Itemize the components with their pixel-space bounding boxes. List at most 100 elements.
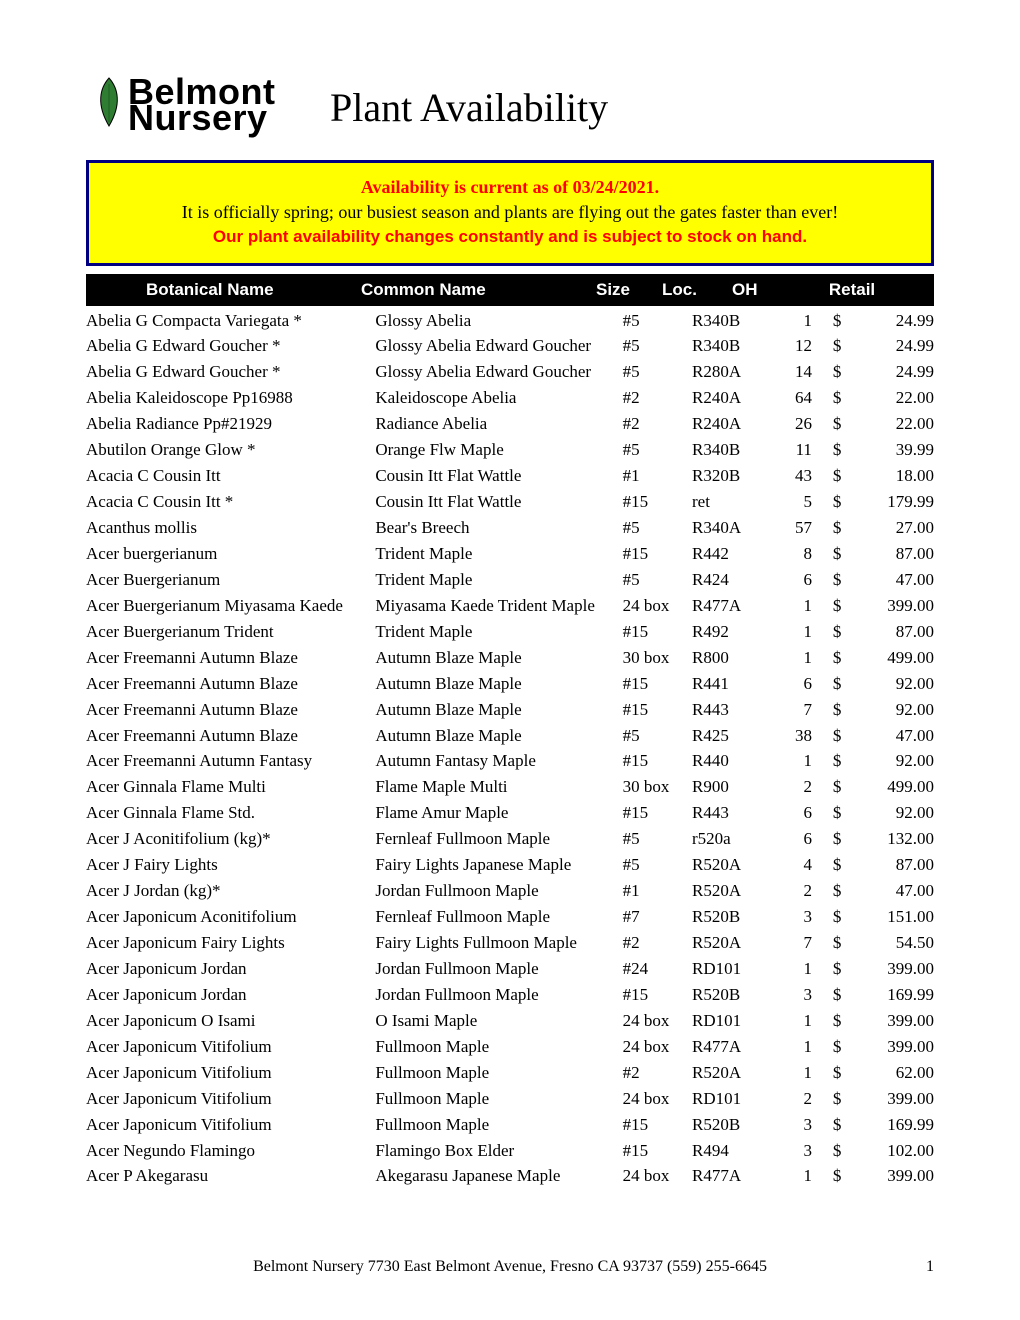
cell-currency: $ bbox=[812, 386, 841, 412]
cell-botanical: Abelia Kaleidoscope Pp16988 bbox=[86, 386, 375, 412]
cell-botanical: Acer Freemanni Autumn Blaze bbox=[86, 697, 375, 723]
cell-currency: $ bbox=[812, 541, 841, 567]
cell-loc: R424 bbox=[692, 567, 761, 593]
cell-size: #15 bbox=[623, 619, 692, 645]
cell-currency: $ bbox=[812, 516, 841, 542]
cell-currency: $ bbox=[812, 982, 841, 1008]
cell-oh: 11 bbox=[761, 438, 812, 464]
cell-retail: 132.00 bbox=[841, 827, 934, 853]
cell-oh: 6 bbox=[761, 827, 812, 853]
cell-size: 24 box bbox=[623, 1086, 692, 1112]
cell-oh: 5 bbox=[761, 490, 812, 516]
cell-common: Fullmoon Maple bbox=[375, 1112, 622, 1138]
cell-oh: 1 bbox=[761, 1164, 812, 1190]
cell-size: #15 bbox=[623, 982, 692, 1008]
cell-botanical: Abelia Radiance Pp#21929 bbox=[86, 412, 375, 438]
cell-currency: $ bbox=[812, 1138, 841, 1164]
cell-common: Jordan Fullmoon Maple bbox=[375, 956, 622, 982]
cell-loc: R520A bbox=[692, 931, 761, 957]
cell-currency: $ bbox=[812, 827, 841, 853]
cell-oh: 1 bbox=[761, 308, 812, 334]
col-loc: Loc. bbox=[662, 280, 728, 300]
cell-size: #5 bbox=[623, 723, 692, 749]
cell-oh: 1 bbox=[761, 1008, 812, 1034]
cell-retail: 92.00 bbox=[841, 801, 934, 827]
cell-common: Bear's Breech bbox=[375, 516, 622, 542]
cell-currency: $ bbox=[812, 308, 841, 334]
cell-oh: 6 bbox=[761, 567, 812, 593]
cell-currency: $ bbox=[812, 1034, 841, 1060]
cell-retail: 399.00 bbox=[841, 1034, 934, 1060]
cell-botanical: Acer Negundo Flamingo bbox=[86, 1138, 375, 1164]
col-retail: Retail bbox=[808, 280, 896, 300]
table-row: Abutilon Orange Glow *Orange Flw Maple#5… bbox=[86, 438, 934, 464]
cell-botanical: Acer J Fairy Lights bbox=[86, 853, 375, 879]
cell-size: #15 bbox=[623, 490, 692, 516]
table-row: Acer Freemanni Autumn BlazeAutumn Blaze … bbox=[86, 645, 934, 671]
cell-size: #5 bbox=[623, 567, 692, 593]
cell-common: Fullmoon Maple bbox=[375, 1034, 622, 1060]
cell-loc: R240A bbox=[692, 412, 761, 438]
cell-loc: R442 bbox=[692, 541, 761, 567]
cell-oh: 38 bbox=[761, 723, 812, 749]
cell-common: O Isami Maple bbox=[375, 1008, 622, 1034]
cell-loc: RD101 bbox=[692, 1008, 761, 1034]
table-row: Abelia G Edward Goucher *Glossy Abelia E… bbox=[86, 334, 934, 360]
table-row: Acer Buergerianum Miyasama KaedeMiyasama… bbox=[86, 593, 934, 619]
cell-size: #5 bbox=[623, 334, 692, 360]
cell-botanical: Acer Ginnala Flame Multi bbox=[86, 775, 375, 801]
cell-size: #15 bbox=[623, 749, 692, 775]
cell-retail: 54.50 bbox=[841, 931, 934, 957]
table-row: Acer J Aconitifolium (kg)*Fernleaf Fullm… bbox=[86, 827, 934, 853]
table-row: Acer BuergerianumTrident Maple#5R4246$47… bbox=[86, 567, 934, 593]
cell-currency: $ bbox=[812, 775, 841, 801]
cell-oh: 57 bbox=[761, 516, 812, 542]
cell-size: #15 bbox=[623, 697, 692, 723]
cell-botanical: Acer Japonicum Fairy Lights bbox=[86, 931, 375, 957]
cell-size: #5 bbox=[623, 516, 692, 542]
cell-retail: 169.99 bbox=[841, 1112, 934, 1138]
cell-retail: 399.00 bbox=[841, 1164, 934, 1190]
table-header: Botanical Name Common Name Size Loc. OH … bbox=[86, 274, 934, 306]
cell-size: #5 bbox=[623, 827, 692, 853]
cell-currency: $ bbox=[812, 1086, 841, 1112]
cell-common: Trident Maple bbox=[375, 567, 622, 593]
cell-common: Autumn Blaze Maple bbox=[375, 723, 622, 749]
table-row: Abelia Kaleidoscope Pp16988Kaleidoscope … bbox=[86, 386, 934, 412]
cell-currency: $ bbox=[812, 412, 841, 438]
cell-size: #2 bbox=[623, 412, 692, 438]
cell-retail: 179.99 bbox=[841, 490, 934, 516]
cell-currency: $ bbox=[812, 931, 841, 957]
cell-oh: 1 bbox=[761, 593, 812, 619]
cell-common: Flame Maple Multi bbox=[375, 775, 622, 801]
table-row: Acacia C Cousin IttCousin Itt Flat Wattl… bbox=[86, 464, 934, 490]
cell-loc: R280A bbox=[692, 360, 761, 386]
cell-common: Jordan Fullmoon Maple bbox=[375, 982, 622, 1008]
cell-common: Trident Maple bbox=[375, 541, 622, 567]
cell-common: Fernleaf Fullmoon Maple bbox=[375, 827, 622, 853]
cell-common: Glossy Abelia bbox=[375, 308, 622, 334]
cell-common: Autumn Fantasy Maple bbox=[375, 749, 622, 775]
table-row: Acer Japonicum VitifoliumFullmoon Maple2… bbox=[86, 1034, 934, 1060]
cell-oh: 3 bbox=[761, 905, 812, 931]
cell-oh: 1 bbox=[761, 1060, 812, 1086]
cell-size: 24 box bbox=[623, 1008, 692, 1034]
cell-currency: $ bbox=[812, 619, 841, 645]
cell-oh: 7 bbox=[761, 697, 812, 723]
cell-currency: $ bbox=[812, 567, 841, 593]
cell-oh: 43 bbox=[761, 464, 812, 490]
cell-retail: 24.99 bbox=[841, 308, 934, 334]
cell-common: Glossy Abelia Edward Goucher bbox=[375, 360, 622, 386]
table-row: Acer P AkegarasuAkegarasu Japanese Maple… bbox=[86, 1164, 934, 1190]
cell-botanical: Acer Ginnala Flame Std. bbox=[86, 801, 375, 827]
notice-box: Availability is current as of 03/24/2021… bbox=[86, 160, 934, 266]
table-row: Acer Japonicum Fairy LightsFairy Lights … bbox=[86, 931, 934, 957]
col-size: Size bbox=[596, 280, 662, 300]
cell-common: Fullmoon Maple bbox=[375, 1060, 622, 1086]
cell-common: Orange Flw Maple bbox=[375, 438, 622, 464]
cell-size: #5 bbox=[623, 360, 692, 386]
plant-table: Abelia G Compacta Variegata *Glossy Abel… bbox=[86, 308, 934, 1190]
cell-currency: $ bbox=[812, 360, 841, 386]
header: Belmont Nursery Plant Availability bbox=[86, 72, 934, 132]
cell-oh: 26 bbox=[761, 412, 812, 438]
